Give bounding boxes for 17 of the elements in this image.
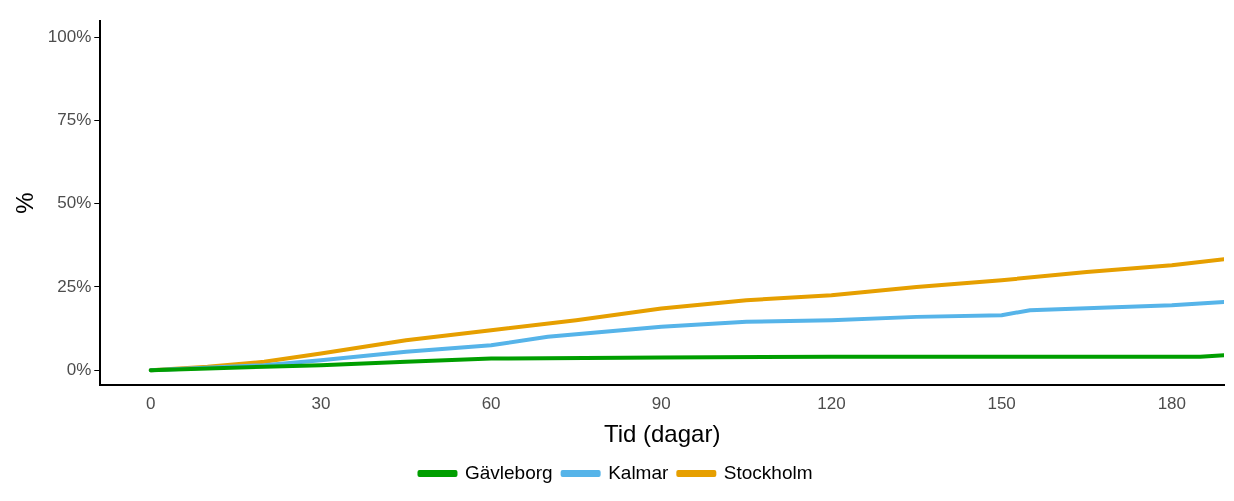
y-tick-label: 50% xyxy=(57,193,92,213)
x-tick-label: 120 xyxy=(817,393,846,413)
y-tick-label: 0% xyxy=(66,359,92,379)
legend-label: Gävleborg xyxy=(464,461,553,483)
x-tick-label: 60 xyxy=(481,393,501,413)
x-tick-label: 30 xyxy=(311,393,331,413)
y-axis-title: % xyxy=(11,192,39,214)
legend-label: Stockholm xyxy=(723,461,813,483)
y-tick-label: 100% xyxy=(47,26,92,46)
x-tick-label: 90 xyxy=(651,393,671,413)
x-axis-title: Tid (dagar) xyxy=(603,420,721,448)
y-tick-label: 75% xyxy=(57,110,92,130)
y-tick-label: 25% xyxy=(57,276,92,296)
x-tick-label: 150 xyxy=(987,393,1016,413)
legend-label: Kalmar xyxy=(608,461,669,483)
x-tick-label: 180 xyxy=(1157,393,1186,413)
x-tick-label: 0 xyxy=(146,393,156,413)
